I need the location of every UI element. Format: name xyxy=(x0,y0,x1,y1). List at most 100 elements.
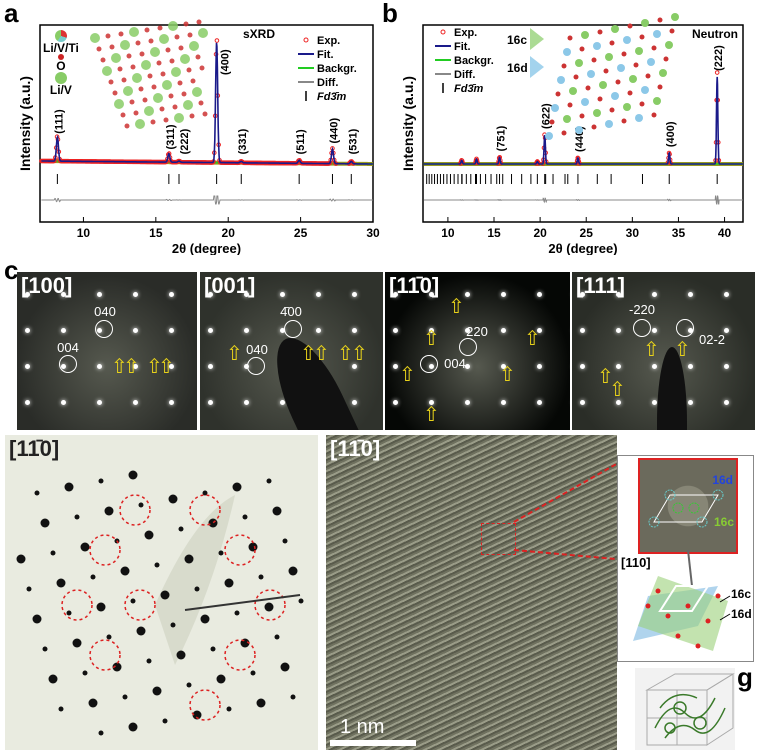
arrow-up-icon: ⇧ xyxy=(123,356,140,378)
atom xyxy=(633,62,639,68)
diffraction-spot xyxy=(210,646,216,652)
atom xyxy=(657,84,663,90)
atom xyxy=(573,74,579,80)
diffraction-spot xyxy=(216,674,226,684)
atom xyxy=(199,65,205,71)
diffraction-spot xyxy=(352,292,357,297)
x-tick-label: 25 xyxy=(294,226,308,240)
atom xyxy=(567,102,573,108)
diffraction-spot xyxy=(232,482,242,492)
atom xyxy=(147,73,153,79)
crystal-structure-110 xyxy=(633,549,731,651)
atom xyxy=(135,40,141,46)
diffraction-spot xyxy=(688,292,693,297)
peak-label: (400) xyxy=(665,121,677,147)
atom xyxy=(133,110,139,116)
plot-frame xyxy=(39,24,374,223)
atom xyxy=(641,19,649,27)
atom xyxy=(581,31,589,39)
atom xyxy=(659,69,667,77)
atom xyxy=(123,86,133,96)
atom xyxy=(198,100,204,106)
zoom-connector-lines xyxy=(513,457,628,561)
diffraction-spot xyxy=(316,328,321,333)
atom xyxy=(189,113,195,119)
arrow-up-icon: ⇧ xyxy=(643,339,660,361)
diffraction-spot xyxy=(138,502,144,508)
diffraction-spot xyxy=(128,470,138,480)
atom xyxy=(621,51,627,57)
atom xyxy=(124,123,130,129)
zone-axis-label: [11̄0] xyxy=(389,273,440,298)
arrow-up-icon: ⇧ xyxy=(351,343,368,365)
atom xyxy=(599,81,607,89)
scale-bar-label: 1 nm xyxy=(340,716,385,738)
atom xyxy=(597,96,603,102)
arrow-up-icon: ⇧ xyxy=(423,404,440,426)
arrow-up-icon: ⇧ xyxy=(313,343,330,365)
diffraction-spot xyxy=(88,698,98,708)
superlattice-spot-circle xyxy=(254,589,286,621)
atom xyxy=(90,33,100,43)
spot-index-label: 004 xyxy=(444,356,466,371)
spot-index-label: 4̄00 xyxy=(280,304,302,319)
atom xyxy=(591,57,597,63)
diffraction-spot xyxy=(133,400,138,405)
superlattice-spot-circle xyxy=(189,689,221,721)
diffraction-spot xyxy=(104,506,114,516)
legend-label-tick: Fd3̄m xyxy=(454,83,484,95)
atom xyxy=(168,21,178,31)
y-axis-label: Intensity (a.u.) xyxy=(17,76,33,171)
diffraction-pattern-inverted xyxy=(16,470,304,736)
diffraction-spot xyxy=(242,514,248,520)
atom xyxy=(129,27,139,37)
atom xyxy=(181,91,187,97)
atom xyxy=(172,104,178,110)
diffraction-spot xyxy=(688,400,693,405)
diffraction-spot xyxy=(128,722,138,732)
diffraction-spot xyxy=(501,328,506,333)
octahedron-16d-icon xyxy=(530,56,544,78)
diffraction-spot xyxy=(61,292,66,297)
diffraction-spot xyxy=(34,490,40,496)
atom xyxy=(157,25,163,31)
diffraction-spot xyxy=(112,662,122,672)
diffraction-spot xyxy=(652,328,657,333)
atom xyxy=(555,91,561,97)
arrow-up-icon: ⇧ xyxy=(499,364,516,386)
diffraction-spot xyxy=(80,542,90,552)
diffraction-spot xyxy=(61,400,66,405)
x-axis-label: 2θ (degree) xyxy=(172,241,241,255)
diffraction-spot xyxy=(61,328,66,333)
zoom-region-box xyxy=(481,523,516,555)
atom xyxy=(587,70,595,78)
atom xyxy=(651,112,657,118)
diffraction-spot xyxy=(170,622,176,628)
diffraction-spot xyxy=(393,400,398,405)
diffraction-spot xyxy=(616,400,621,405)
atom xyxy=(563,48,571,56)
diffraction-spot xyxy=(208,518,218,528)
atom xyxy=(148,38,154,44)
diffraction-spot xyxy=(66,610,72,616)
atom xyxy=(130,64,136,70)
diffraction-spot xyxy=(106,634,112,640)
chart-title: Neutron xyxy=(692,27,738,41)
diffraction-spot xyxy=(724,328,729,333)
diffraction-spot xyxy=(724,400,729,405)
atom xyxy=(611,25,619,33)
panel-label-c: c xyxy=(4,255,19,285)
atom xyxy=(150,119,156,125)
atom xyxy=(627,90,633,96)
site-label-16d: 16d xyxy=(712,473,733,487)
superlattice-spot-circle xyxy=(224,639,256,671)
diffraction-spot xyxy=(724,364,729,369)
diffraction-spot xyxy=(154,562,160,568)
atom xyxy=(575,59,583,67)
atom xyxy=(653,97,661,105)
diffraction-spot xyxy=(208,400,213,405)
atom xyxy=(195,54,201,60)
atom-legend-a: Li/V/Ti O Li/V xyxy=(43,30,79,96)
atom-icon-livti xyxy=(54,30,67,42)
